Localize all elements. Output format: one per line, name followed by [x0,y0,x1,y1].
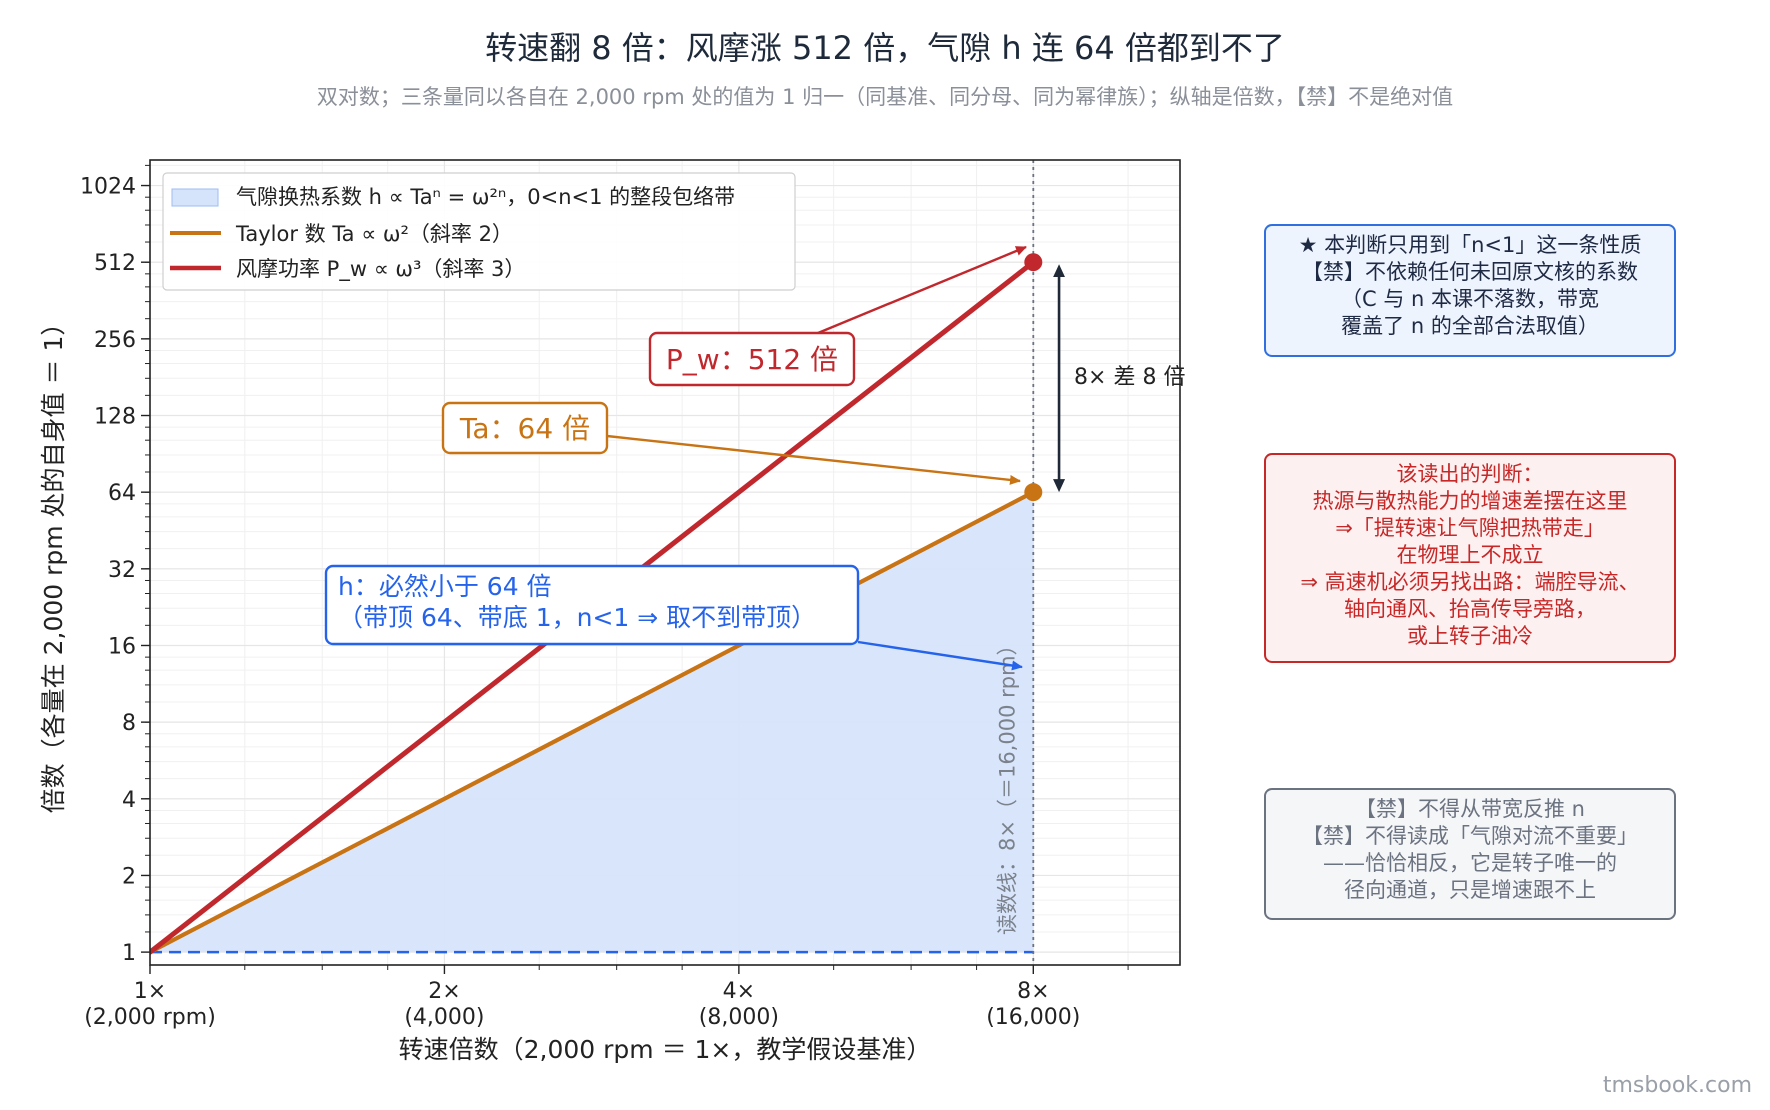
note-line: 或上转子油冷 [1407,624,1533,648]
points-layer [1024,253,1043,502]
x-tick-sublabel: (8,000) [699,1005,779,1030]
y-axis-label: 倍数（各量在 2,000 rpm 处的自身值 ＝ 1） [39,311,68,814]
note-line: 径向通道，只是增速跟不上 [1344,878,1596,902]
plot-frame [149,159,1181,966]
callout-arrow-pw [817,245,1027,335]
note-line: （C 与 n 本课不落数，带宽 [1341,287,1599,311]
callout-text-h: h：必然小于 64 倍 [338,572,552,601]
legend-swatch-band [171,188,219,207]
y-tick-label: 1024 [80,175,136,200]
legend-label-band: 气隙换热系数 h ∝ Taⁿ = ω²ⁿ，0<n<1 的整段包络带 [236,185,735,209]
note-box-forbidden: 【禁】不得从带宽反推 n 【禁】不得读成「气隙对流不重要」 ——恰恰相反，它是转子唯… [1264,788,1676,920]
callout-box-pw [648,331,856,387]
y-tick-label: 4 [122,788,136,813]
y-tick-label: 2 [122,864,136,889]
callout-text-pw: P_w：512 倍 [666,343,838,376]
note-line: 该读出的判断： [1396,462,1544,486]
y-tick-label: 1 [122,941,136,966]
y-tick-label: 32 [108,558,136,583]
callout-arrow-h [857,640,1023,671]
series-line-ta [150,490,1036,955]
y-tick-label: 64 [108,481,136,506]
note-line: 热源与散热能力的增速差摆在这里 [1312,489,1628,513]
x-tick-sublabel: (4,000) [404,1005,484,1030]
x-tick-label: 1× [134,979,166,1004]
y-tick-label: 8 [122,711,136,736]
callout-box-ta [441,401,609,455]
callout-box-h [324,564,860,646]
x-axis-label: 转速倍数（2,000 rpm ＝ 1×，教学假设基准） [399,1035,932,1064]
chart-title: 转速翻 8 倍：风摩涨 512 倍，气隙 h 连 64 倍都到不了 [485,29,1285,67]
note-box-judgement: 该读出的判断： 热源与散热能力的增速差摆在这里 ⇒「提转速让气隙把热带走」 在物理上不… [1264,453,1676,663]
y-tick-label: 512 [94,251,136,276]
note-line: ⇒ 高速机必须另找出路：端腔导流、 [1300,570,1640,594]
note-line: 在物理上不成立 [1396,543,1544,567]
reading-line-label: 读数线：8×（＝16,000 rpm） [995,634,1019,935]
callout-arrow-ta [606,434,1021,485]
x-tick-sublabel: (2,000 rpm) [84,1005,216,1030]
note-box-star: ★ 本判断只用到「n<1」这一条性质 【禁】不依赖任何未回原文核的系数 （C 与 n… [1264,224,1676,357]
x-tick-label: 8× [1017,979,1049,1004]
gap-label: 8× 差 8 倍 [1074,365,1185,390]
x-tick-label: 4× [723,979,755,1004]
legend: 气隙换热系数 h ∝ Taⁿ = ω²ⁿ，0<n<1 的整段包络带 Taylor… [162,172,796,291]
brand-watermark: tmsbook.com [1602,1073,1752,1098]
legend-label-ta: Taylor 数 Ta ∝ ω²（斜率 2） [235,222,513,246]
note-line: 【禁】不依赖任何未回原文核的系数 [1302,260,1638,284]
note-line: 覆盖了 n 的全部合法取值） [1341,314,1599,338]
note-line: 轴向通风、抬高传导旁路， [1344,597,1596,621]
chart-subtitle: 双对数；三条量同以各自在 2,000 rpm 处的值为 1 归一（同基准、同分母… [317,85,1453,109]
callout-text-ta: Ta：64 倍 [459,412,590,445]
note-line: 【禁】不得从带宽反推 n [1355,797,1585,821]
y-tick-label: 256 [94,328,136,353]
note-line: 【禁】不得读成「气隙对流不重要」 [1302,824,1638,848]
x-tick-sublabel: (16,000) [986,1005,1080,1030]
note-line: ★ 本判断只用到「n<1」这一条性质 [1298,233,1642,257]
y-tick-label: 16 [108,634,136,659]
y-tick-label: 128 [94,405,136,430]
axis-ticks: 1 2 4 8 16 32 64 128 256 512 1024 1×(2,000 rpm) 2×(4… [80,164,1129,1030]
x-tick-label: 2× [428,979,460,1004]
note-line: ⇒「提转速让气隙把热带走」 [1335,516,1605,540]
point-pw-512 [1024,253,1043,272]
callout-text-h: （带顶 64、带底 1，n<1 ⇒ 取不到带顶） [338,603,816,632]
legend-label-pw: 风摩功率 P_w ∝ ω³（斜率 3） [236,257,525,282]
note-line: ——恰恰相反，它是转子唯一的 [1323,851,1617,875]
point-ta-64 [1024,483,1043,502]
legend-frame [162,172,796,291]
reading-line-layer: 读数线：8×（＝16,000 rpm） [995,160,1035,965]
annotations: 8× 差 8 倍 P_w：512 倍 Ta：64 倍 h：必然小于 64 倍（带顶 6… [324,245,1185,671]
